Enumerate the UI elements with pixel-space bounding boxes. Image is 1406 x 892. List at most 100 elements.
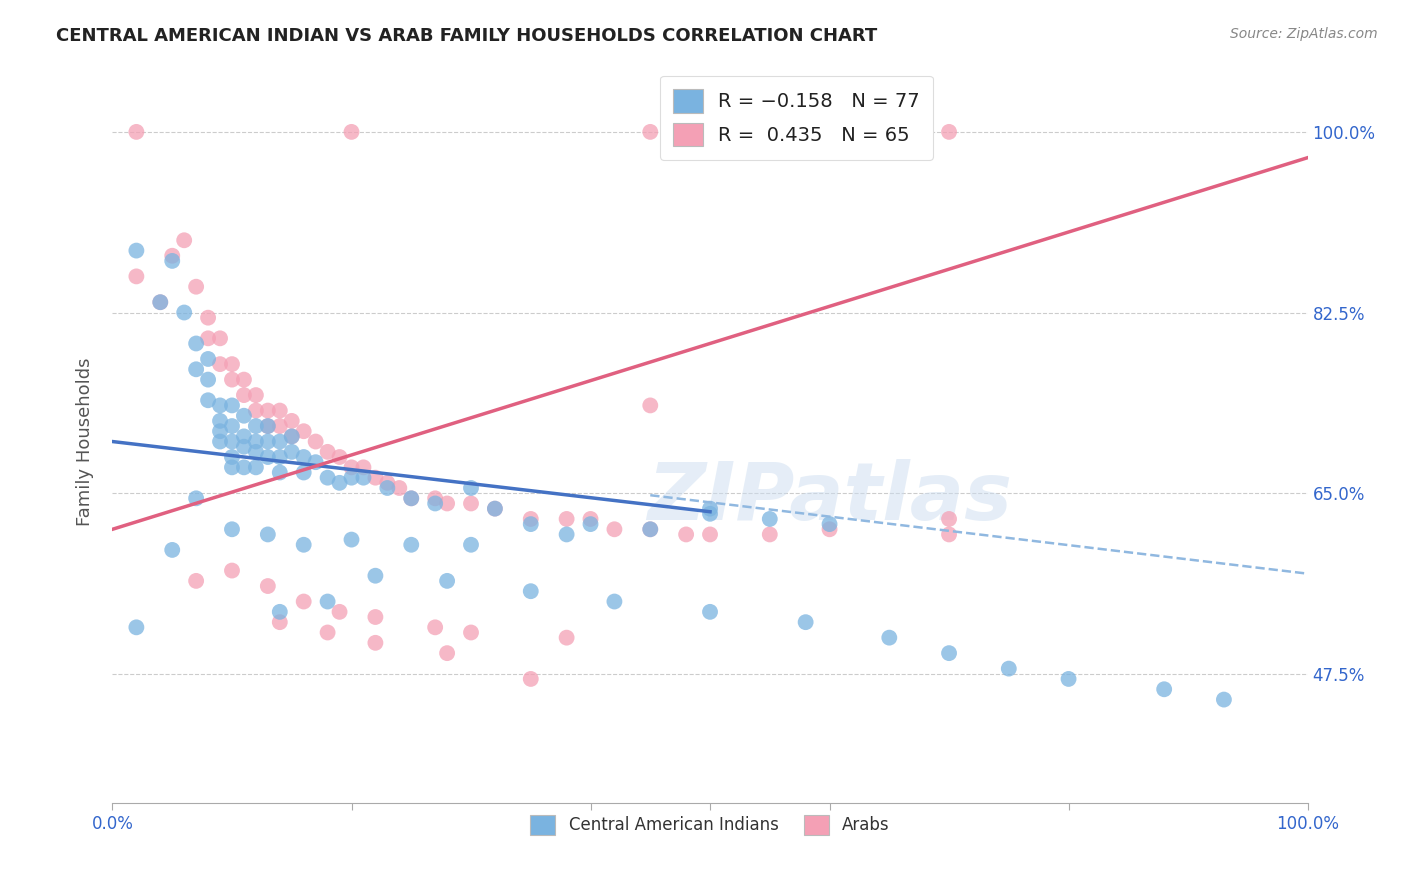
Point [292,594,315,608]
Point [340,471,363,485]
Point [388,481,411,495]
Point [520,512,543,526]
Point [269,434,291,449]
Point [759,512,782,526]
Point [316,594,339,608]
Point [340,125,363,139]
Point [579,512,602,526]
Point [186,362,208,376]
Point [173,233,195,247]
Point [281,445,304,459]
Point [340,533,363,547]
Point [125,125,148,139]
Point [640,522,662,536]
Point [818,522,841,536]
Point [292,450,315,464]
Point [460,538,482,552]
Point [221,357,243,371]
Point [221,398,243,412]
Point [197,310,219,325]
Point [233,460,256,475]
Point [520,517,543,532]
Point [938,512,960,526]
Point [352,460,374,475]
Point [221,419,243,434]
Point [460,481,482,495]
Point [1153,682,1175,697]
Point [269,403,291,417]
Text: Source: ZipAtlas.com: Source: ZipAtlas.com [1230,27,1378,41]
Point [316,471,339,485]
Point [292,466,315,480]
Point [377,475,399,490]
Point [579,517,602,532]
Point [186,279,208,293]
Point [269,605,291,619]
Point [520,584,543,599]
Point [425,620,447,634]
Point [245,403,267,417]
Point [233,409,256,423]
Point [197,373,219,387]
Point [162,254,183,268]
Point [938,125,960,139]
Point [401,538,423,552]
Point [209,414,232,428]
Point [460,625,482,640]
Point [1057,672,1080,686]
Point [257,450,280,464]
Point [245,460,267,475]
Point [640,398,662,412]
Point [938,646,960,660]
Point [640,125,662,139]
Point [125,620,148,634]
Point [257,419,280,434]
Point [640,522,662,536]
Point [675,527,697,541]
Point [209,398,232,412]
Point [401,491,423,506]
Point [221,373,243,387]
Point [292,424,315,438]
Y-axis label: Family Households: Family Households [76,358,94,525]
Point [401,491,423,506]
Point [352,471,374,485]
Point [436,574,458,588]
Point [257,579,280,593]
Point [364,610,387,624]
Point [938,527,960,541]
Point [281,429,304,443]
Point [316,625,339,640]
Point [186,336,208,351]
Point [197,331,219,345]
Point [484,501,506,516]
Point [998,662,1021,676]
Point [555,512,578,526]
Point [699,501,721,516]
Point [233,440,256,454]
Point [377,481,399,495]
Point [233,373,256,387]
Point [316,445,339,459]
Point [555,631,578,645]
Point [603,522,626,536]
Point [197,393,219,408]
Point [759,527,782,541]
Point [269,450,291,464]
Point [436,646,458,660]
Point [209,434,232,449]
Point [173,305,195,319]
Point [221,564,243,578]
Point [281,414,304,428]
Point [292,538,315,552]
Point [233,388,256,402]
Point [364,471,387,485]
Point [305,434,328,449]
Point [125,269,148,284]
Point [257,527,280,541]
Text: ZIPatlas: ZIPatlas [647,459,1012,537]
Point [364,568,387,582]
Point [221,450,243,464]
Point [221,522,243,536]
Point [329,605,352,619]
